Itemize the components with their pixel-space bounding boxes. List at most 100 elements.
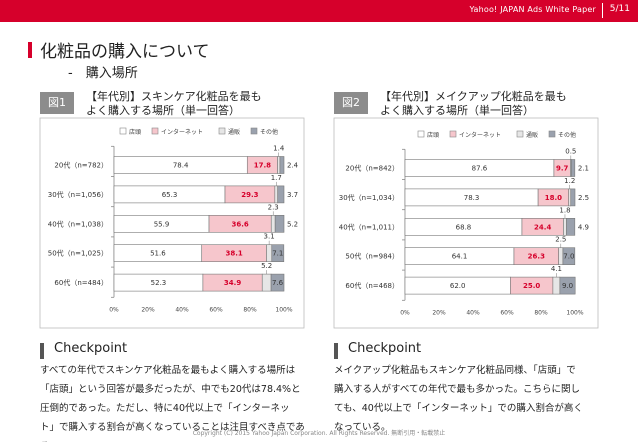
data-label-internet: 36.6 [231, 220, 248, 228]
data-label-other: 2.4 [287, 162, 299, 170]
bar-other [559, 276, 576, 295]
checkpoint-2-line: ても、40代以上で「インターネット」での購入割合が高く [334, 403, 583, 414]
category-label: 40代（n=1,011） [339, 222, 399, 231]
bar-other [562, 247, 576, 265]
figure-1-title: 【年代別】スキンケア化粧品を最も よく購入する場所（単一回答） [86, 90, 262, 118]
data-label-mail: 2.5 [555, 236, 566, 244]
x-tick-label: 60% [500, 309, 514, 316]
legend-label-store: 店頭 [427, 131, 439, 139]
figure-2-title-line2: よく購入する場所（単一回答） [380, 104, 534, 117]
category-label: 40代（n=1,038） [48, 219, 108, 228]
bar-mail [563, 218, 567, 236]
category-label: 20代（n=842） [345, 164, 399, 173]
category-label: 20代（n=782） [54, 161, 108, 170]
bar-other [566, 218, 576, 236]
legend-swatch-other [548, 130, 556, 138]
data-label-internet: 18.0 [545, 194, 562, 202]
x-tick-label: 100% [275, 306, 292, 313]
category-label: 60代（n=484） [54, 278, 108, 287]
x-tick-label: 40% [466, 309, 480, 316]
data-label-mail: 0.5 [565, 148, 576, 156]
legend-label-other: その他 [260, 128, 278, 136]
checkpoint-1-marker [40, 343, 44, 359]
data-label-other: 3.7 [287, 191, 298, 199]
legend-label-mail: 通販 [228, 128, 240, 136]
checkpoint-2-line: なっている。 [334, 422, 391, 433]
bar-other [271, 244, 285, 262]
data-label-internet: 25.0 [523, 282, 540, 290]
data-label-store: 51.6 [150, 250, 166, 258]
data-label-store: 78.3 [464, 194, 480, 202]
data-label-other: 5.2 [287, 220, 298, 228]
legend-label-internet: インターネット [459, 131, 501, 139]
x-tick-label: 60% [209, 306, 223, 313]
data-label-internet: 29.3 [241, 191, 258, 199]
data-label-mail: 1.4 [273, 145, 285, 153]
checkpoint-2-title: Checkpoint [348, 341, 422, 356]
data-label-mail: 4.1 [551, 265, 562, 273]
data-label-internet: 34.9 [224, 279, 241, 287]
bar-other [277, 185, 285, 204]
header-divider [602, 3, 603, 18]
legend-swatch-other [250, 127, 258, 135]
data-label-mail: 3.1 [264, 233, 275, 241]
figure-2-title-line1: 【年代別】メイクアップ化粧品を最も [380, 90, 567, 103]
figure-1-title-line1: 【年代別】スキンケア化粧品を最も [86, 90, 262, 103]
legend-swatch-internet [151, 127, 159, 135]
x-tick-label: 0% [400, 309, 410, 316]
data-label-other: 2.1 [578, 165, 589, 173]
legend-label-store: 店頭 [129, 128, 141, 136]
legend-label-other: その他 [558, 131, 576, 139]
category-label: 50代（n=984） [345, 252, 399, 261]
page-title: 化粧品の購入について [40, 42, 210, 62]
checkpoint-1-line: る。 [40, 437, 305, 442]
legend-swatch-mail [218, 127, 226, 135]
checkpoint-1-line: ト」で購入する割合が高くなっていることは注目すべき点であ [40, 422, 305, 433]
data-label-mail: 1.7 [271, 174, 282, 182]
bar-mail [552, 276, 561, 295]
bar-other [570, 188, 576, 207]
data-label-store: 55.9 [154, 220, 170, 228]
title-marker [28, 42, 32, 58]
data-label-mail: 2.3 [268, 203, 279, 211]
legend-swatch-store [119, 127, 127, 135]
figure-1-badge: 図1 [40, 92, 74, 114]
x-tick-label: 100% [566, 309, 583, 316]
checkpoint-2-line: 購入する人がすべての年代で最も多かった。こちらに関し [334, 384, 580, 395]
data-label-other: 2.5 [578, 194, 589, 202]
data-label-internet: 9.7 [556, 165, 569, 173]
data-label-mail: 1.8 [559, 206, 570, 214]
data-label-mail: 5.2 [261, 262, 272, 270]
legend-swatch-mail [516, 130, 524, 138]
data-label-other: 4.9 [578, 223, 589, 231]
figure-1-title-line2: よく購入する場所（単一回答） [86, 104, 240, 117]
checkpoint-2-line: メイクアップ化粧品もスキンケア化粧品同様、「店頭」で [334, 365, 576, 376]
bar-mail [568, 188, 572, 207]
legend-swatch-internet [449, 130, 457, 138]
x-tick-label: 80% [534, 309, 548, 316]
x-tick-label: 20% [141, 306, 155, 313]
x-tick-label: 0% [109, 306, 119, 313]
legend-label-mail: 通販 [526, 131, 538, 139]
data-label-internet: 17.8 [254, 162, 271, 170]
legend-swatch-store [417, 130, 425, 138]
data-label-store: 87.6 [472, 165, 488, 173]
data-label-other: 7.6 [272, 279, 284, 287]
figure-2-badge: 図2 [334, 92, 368, 114]
checkpoint-1-line: すべての年代でスキンケア化粧品を最もよく購入する場所は [40, 365, 296, 376]
checkpoint-1-line: 圧倒的であった。ただし、特に40代以上で「インターネッ [40, 403, 290, 414]
data-label-internet: 24.4 [534, 223, 551, 231]
data-label-store: 62.0 [450, 282, 466, 290]
category-label: 30代（n=1,034） [339, 193, 399, 202]
brand-label: Yahoo! JAPAN Ads White Paper [469, 5, 596, 14]
legend-label-internet: インターネット [161, 128, 203, 136]
category-label: 60代（n=468） [345, 281, 399, 290]
category-label: 50代（n=1,025） [48, 249, 108, 258]
bar-other [570, 159, 576, 177]
page-number: 5/11 [609, 4, 630, 14]
bar-other [270, 273, 285, 292]
bar-other [274, 215, 285, 233]
figure-2-title: 【年代別】メイクアップ化粧品を最も よく購入する場所（単一回答） [380, 90, 567, 118]
bar-mail [558, 247, 564, 265]
